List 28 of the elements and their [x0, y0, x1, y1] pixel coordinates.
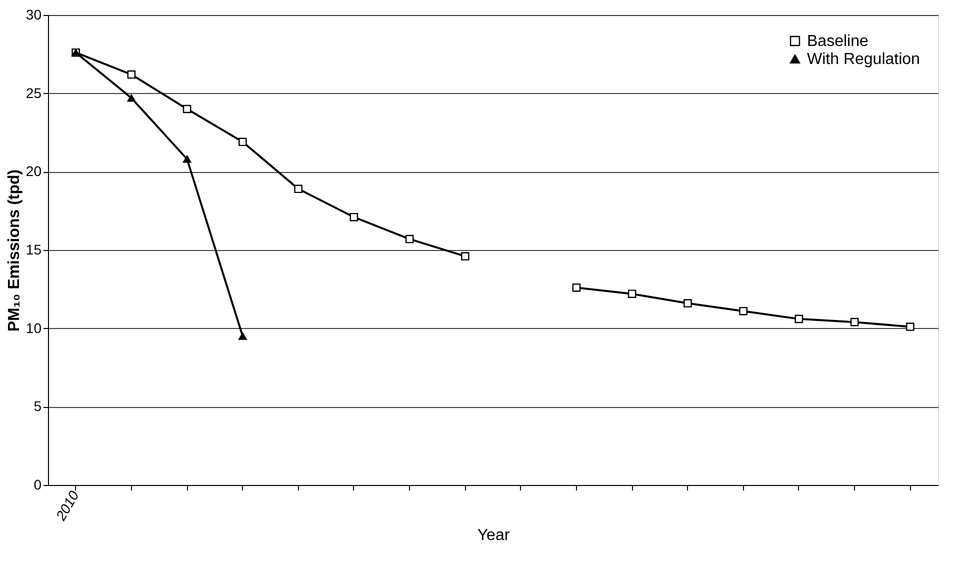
point	[572, 283, 581, 292]
x-axis-title: Year	[477, 526, 510, 544]
point	[182, 104, 192, 114]
point	[684, 299, 692, 308]
y-tick-label: 30	[26, 6, 42, 22]
point	[127, 70, 136, 79]
point	[182, 155, 192, 163]
point	[350, 212, 358, 222]
point	[238, 332, 247, 340]
y-tick-label: 5	[34, 398, 42, 414]
point	[405, 234, 414, 244]
legend-label: With Regulation	[807, 51, 920, 68]
point	[127, 94, 136, 102]
y-tick-label: 25	[26, 84, 42, 101]
point	[238, 138, 247, 146]
point	[906, 322, 914, 331]
point	[794, 314, 804, 324]
point	[628, 290, 636, 298]
y-axis-title: PM₁₀ Emissions (tpd)	[6, 169, 23, 332]
y-tick-label: 15	[26, 242, 42, 258]
point	[461, 252, 470, 260]
y-tick-label: 20	[26, 163, 42, 180]
point	[850, 318, 859, 326]
y-tick-label: 0	[34, 476, 42, 492]
y-tick-label: 10	[26, 320, 42, 336]
legend-label: Baseline	[807, 33, 868, 50]
point	[294, 184, 302, 194]
point	[739, 306, 748, 316]
